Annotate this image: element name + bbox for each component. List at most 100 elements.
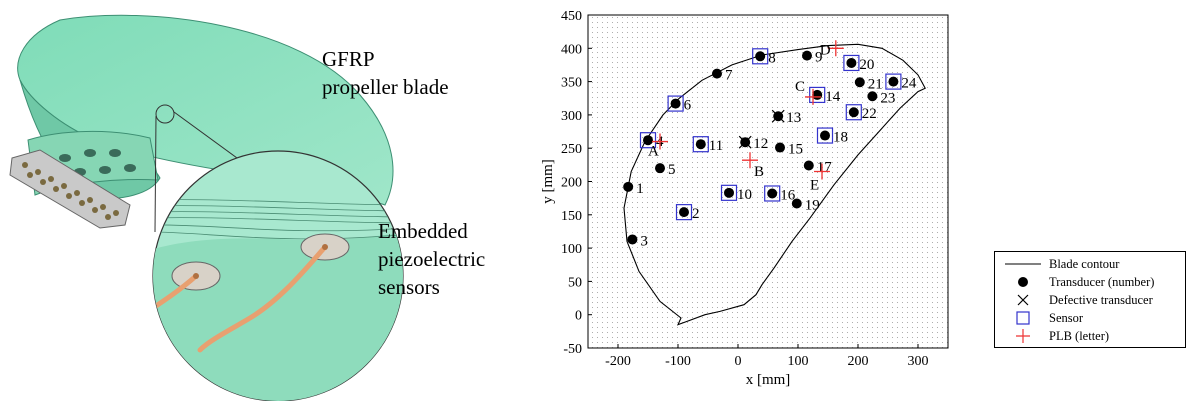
transducer-label: 16	[780, 187, 796, 203]
x-tick-label: -100	[665, 354, 691, 369]
y-tick-label: 100	[561, 242, 582, 257]
connector-block	[9, 149, 131, 229]
plb-C: C	[795, 79, 821, 105]
blade-contour-line	[623, 43, 926, 326]
legend-contour-label: Blade contour	[1049, 256, 1120, 271]
legend-sensor: Sensor	[1001, 309, 1083, 327]
transducer-dot	[755, 51, 766, 62]
sensor-wire-right	[197, 244, 328, 353]
sensor-square	[845, 104, 862, 121]
y-tick-label: 200	[561, 176, 582, 191]
transducer-7: 7	[712, 68, 733, 84]
y-tick-label: 450	[561, 9, 582, 24]
transducer-label: 12	[753, 136, 768, 152]
x-tick-label: 0	[735, 354, 742, 369]
transducer-label: 2	[692, 206, 700, 222]
plb-label: C	[795, 79, 805, 95]
legend-contour: Blade contour	[1001, 255, 1119, 273]
sensor-square	[639, 132, 657, 149]
transducer-dot	[867, 91, 878, 102]
transducer-dot	[820, 130, 830, 141]
transducer-dot	[695, 139, 706, 150]
transducer-dot	[848, 107, 859, 118]
x-tick-label: 100	[788, 354, 809, 369]
transducer-label: 10	[737, 187, 752, 203]
plb-cross	[652, 133, 668, 150]
transducer-20: 20	[843, 54, 874, 73]
sensor-caption-line1: Embedded	[378, 219, 468, 243]
zoom-detail	[152, 150, 404, 401]
sensor-square	[752, 48, 769, 65]
blade-caption-line2: propeller blade	[322, 75, 449, 99]
x-tick-label: -200	[605, 354, 631, 369]
transducer-label: 13	[786, 110, 801, 126]
sensor-caption-line2: piezoelectric	[378, 247, 486, 271]
blade-caption: GFRP propeller blade	[322, 45, 449, 101]
sensor-caption: Embedded piezoelectric sensors	[378, 217, 485, 301]
plb-label: B	[754, 164, 764, 180]
plb-D: D	[820, 40, 844, 58]
legend-plb: PLB (letter)	[1001, 327, 1109, 345]
y-tick-label: 400	[561, 42, 582, 57]
transducer-dot	[679, 207, 689, 218]
transducer-dot	[655, 163, 665, 174]
legend-plb-label: PLB (letter)	[1049, 328, 1110, 343]
transducer-8: 8	[752, 48, 776, 66]
transducer-label: 1	[636, 181, 644, 197]
plb-cross	[814, 163, 830, 180]
legend-transducer-label: Transducer (number)	[1049, 274, 1155, 289]
transducer-label: 24	[901, 76, 917, 92]
plb-label: D	[820, 42, 831, 58]
transducer-3: 3	[627, 233, 648, 249]
y-tick-label: 0	[575, 309, 582, 324]
transducer-label: 18	[833, 130, 848, 146]
transducer-label: 7	[725, 68, 733, 84]
transducer-dot	[712, 68, 722, 79]
transducer-dot	[791, 198, 802, 209]
sensor-square	[816, 127, 834, 144]
transducer-dot	[812, 89, 823, 100]
transducer-label: 20	[859, 57, 874, 73]
legend-sensor-label: Sensor	[1049, 310, 1084, 325]
transducer-dot	[643, 135, 653, 146]
transducer-22: 22	[845, 104, 877, 122]
transducer-label: 5	[668, 162, 676, 178]
transducer-label: 23	[880, 90, 895, 106]
transducer-16: 16	[764, 185, 796, 203]
sensor-square	[809, 86, 826, 104]
x-tick-label: 200	[848, 354, 869, 369]
transducer-dot	[670, 98, 681, 109]
sensor-square	[843, 54, 860, 72]
transducer-21: 21	[854, 76, 883, 92]
sensor-layout-chart: -200 -100 0 100 200 300 -50 0 50 100 150 200 250 300 3…	[540, 9, 949, 388]
y-axis-label: y [mm]	[540, 159, 556, 204]
transducer-dot	[627, 234, 638, 245]
transducer-dot	[888, 76, 899, 87]
legend-transducer: Transducer (number)	[1001, 273, 1154, 291]
plb-B: B	[742, 152, 764, 180]
transducer-label: 14	[825, 89, 841, 105]
sensor-square	[667, 95, 684, 112]
transducer-6: 6	[667, 95, 692, 114]
transducer-label: 3	[640, 233, 648, 249]
transducer-2: 2	[675, 204, 700, 222]
transducer-dot	[775, 142, 785, 153]
transducer-1: 1	[623, 181, 644, 197]
propeller-blade-illustration	[9, 14, 404, 401]
y-tick-label: 250	[561, 142, 582, 157]
plb-cross	[805, 88, 821, 105]
transducer-dot	[802, 50, 812, 61]
sensor-square	[764, 185, 781, 202]
transducer-15: 15	[775, 142, 803, 158]
x-axis-label: x [mm]	[746, 372, 791, 388]
transducer-label: 9	[815, 50, 823, 66]
transducer-label: 8	[768, 50, 776, 66]
transducer-label: 19	[805, 197, 820, 213]
transducer-dot	[854, 77, 865, 88]
y-tick-label: -50	[563, 342, 582, 357]
transducer-dot	[767, 188, 778, 199]
transducer-label: 15	[788, 142, 803, 158]
transducer-18: 18	[816, 127, 848, 146]
x-tick-label: 300	[908, 354, 929, 369]
detail-marker	[155, 104, 175, 124]
